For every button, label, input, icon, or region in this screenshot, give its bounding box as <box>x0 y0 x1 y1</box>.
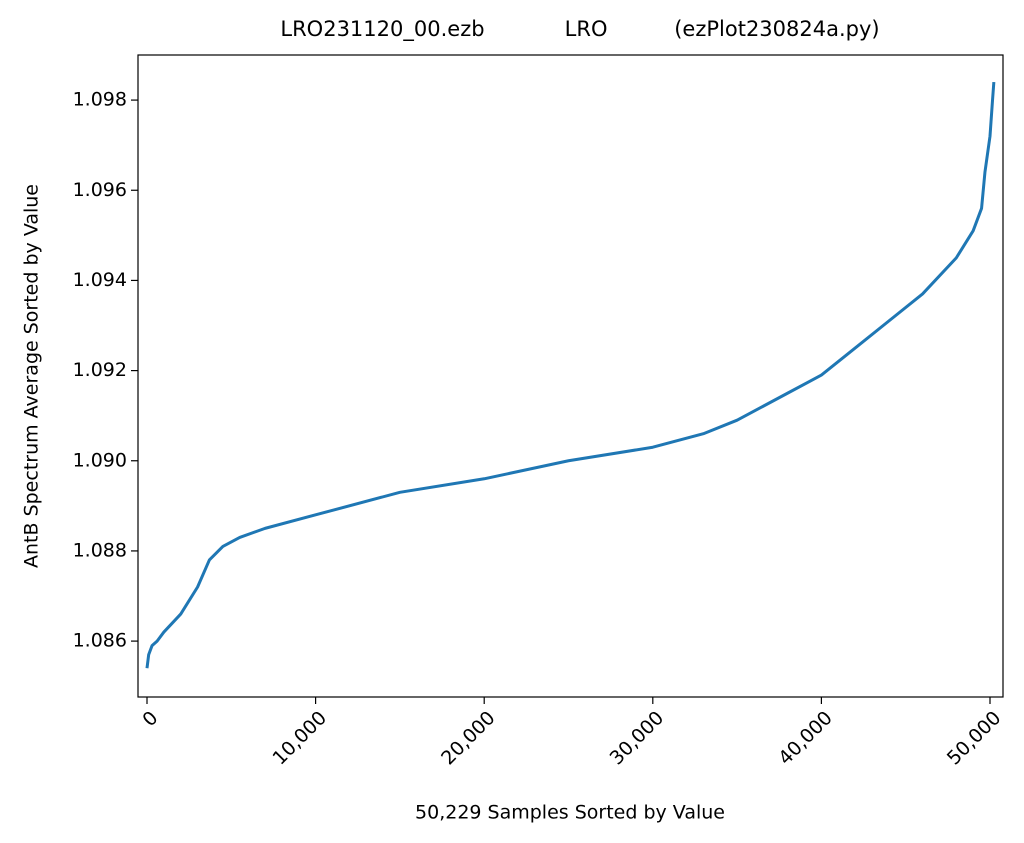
chart-title: LRO231120_00.ezb LRO (ezPlot230824a.py) <box>280 17 879 42</box>
y-tick-label: 1.094 <box>73 269 127 291</box>
x-tick-label: 40,000 <box>774 707 837 770</box>
plot-frame <box>137 54 1004 698</box>
x-axis-label: 50,229 Samples Sorted by Value <box>415 802 725 824</box>
y-tick-label: 1.086 <box>73 630 127 652</box>
x-tick-label: 30,000 <box>606 707 669 770</box>
x-tick-label: 20,000 <box>437 707 500 770</box>
y-tick-label: 1.088 <box>73 539 127 561</box>
x-tick-label: 0 <box>138 707 162 731</box>
y-tick-label: 1.098 <box>73 89 127 111</box>
y-axis-label: AntB Spectrum Average Sorted by Value <box>21 184 43 568</box>
data-line <box>145 81 996 669</box>
y-tick-label: 1.092 <box>73 359 127 381</box>
x-tick-label: 10,000 <box>268 707 331 770</box>
y-tick-label: 1.096 <box>73 179 127 201</box>
x-tick-label: 50,000 <box>943 707 1006 770</box>
y-tick-label: 1.090 <box>73 449 127 471</box>
